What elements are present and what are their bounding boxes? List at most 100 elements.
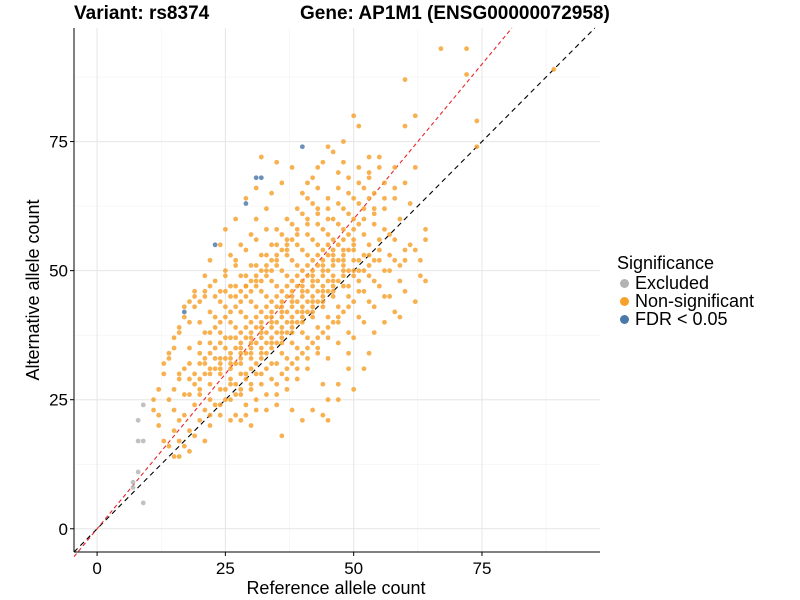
point-non-significant [238,361,244,366]
point-non-significant [346,366,351,372]
point-non-significant [222,314,228,320]
point-fdr-0-05 [181,309,187,315]
point-non-significant [310,175,316,181]
point-non-significant [238,350,244,356]
variant-title: Variant: rs8374 [74,3,210,24]
point-non-significant [228,309,233,315]
point-non-significant [305,216,310,222]
point-non-significant [238,371,244,377]
point-non-significant [366,299,372,305]
point-excluded [135,469,141,475]
point-non-significant [325,268,331,274]
point-non-significant [330,216,336,222]
point-non-significant [330,149,336,155]
point-non-significant [253,263,259,268]
point-non-significant [356,278,362,284]
point-non-significant [325,397,331,403]
point-non-significant [274,283,280,289]
point-non-significant [187,448,192,454]
point-non-significant [289,319,295,325]
point-excluded [130,479,136,485]
point-non-significant [243,273,249,279]
point-non-significant [217,319,223,325]
point-non-significant [171,407,177,413]
point-non-significant [243,350,249,356]
point-non-significant [171,335,177,341]
point-non-significant [361,319,367,325]
point-non-significant [187,299,192,305]
point-non-significant [233,361,239,366]
point-non-significant [212,345,218,351]
point-non-significant [192,304,197,310]
point-non-significant [366,154,372,160]
point-non-significant [289,299,295,305]
point-non-significant [310,304,316,310]
point-non-significant [238,340,244,346]
point-non-significant [279,309,285,315]
legend-key-fdr [620,314,629,324]
point-non-significant [320,226,326,232]
point-non-significant [238,273,244,279]
point-non-significant [274,257,280,263]
point-non-significant [284,252,290,258]
point-non-significant [320,304,326,310]
point-non-significant [361,288,367,294]
point-non-significant [289,221,295,227]
point-non-significant [279,232,285,237]
point-non-significant [284,356,290,361]
point-non-significant [279,325,285,330]
point-non-significant [279,433,285,439]
point-non-significant [166,356,172,361]
point-non-significant [335,319,341,325]
point-non-significant [320,257,326,263]
point-non-significant [305,335,310,341]
point-non-significant [299,417,305,423]
point-non-significant [330,319,336,325]
point-non-significant [171,386,177,392]
point-non-significant [248,299,254,305]
point-non-significant [310,278,316,284]
point-non-significant [269,376,274,382]
point-non-significant [361,252,367,258]
point-non-significant [382,294,387,299]
point-non-significant [233,263,239,268]
point-non-significant [284,386,290,392]
point-non-significant [299,190,305,196]
point-non-significant [197,340,203,346]
point-non-significant [356,221,362,227]
point-non-significant [371,257,377,263]
point-non-significant [212,402,218,408]
point-non-significant [305,232,310,237]
point-non-significant [346,350,351,356]
point-non-significant [248,335,254,341]
point-non-significant [238,356,244,361]
point-non-significant [248,381,254,387]
point-non-significant [264,268,269,274]
point-non-significant [356,257,362,263]
point-non-significant [305,309,310,315]
point-non-significant [320,283,326,289]
point-non-significant [356,268,362,274]
point-non-significant [264,263,269,268]
point-non-significant [315,206,321,212]
point-non-significant [269,268,274,274]
point-non-significant [192,381,197,387]
point-non-significant [269,314,274,320]
point-non-significant [371,206,377,212]
point-non-significant [274,263,280,268]
point-non-significant [228,283,233,289]
point-non-significant [397,314,403,320]
point-non-significant [289,325,295,330]
point-non-significant [325,252,331,258]
axes [73,28,600,553]
point-non-significant [238,242,244,248]
point-non-significant [299,247,305,253]
point-non-significant [248,278,254,284]
point-non-significant [305,366,310,372]
point-non-significant [258,309,264,315]
point-non-significant [151,397,156,403]
point-non-significant [294,366,300,372]
point-non-significant [238,309,244,315]
point-non-significant [248,232,254,237]
point-non-significant [310,257,316,263]
